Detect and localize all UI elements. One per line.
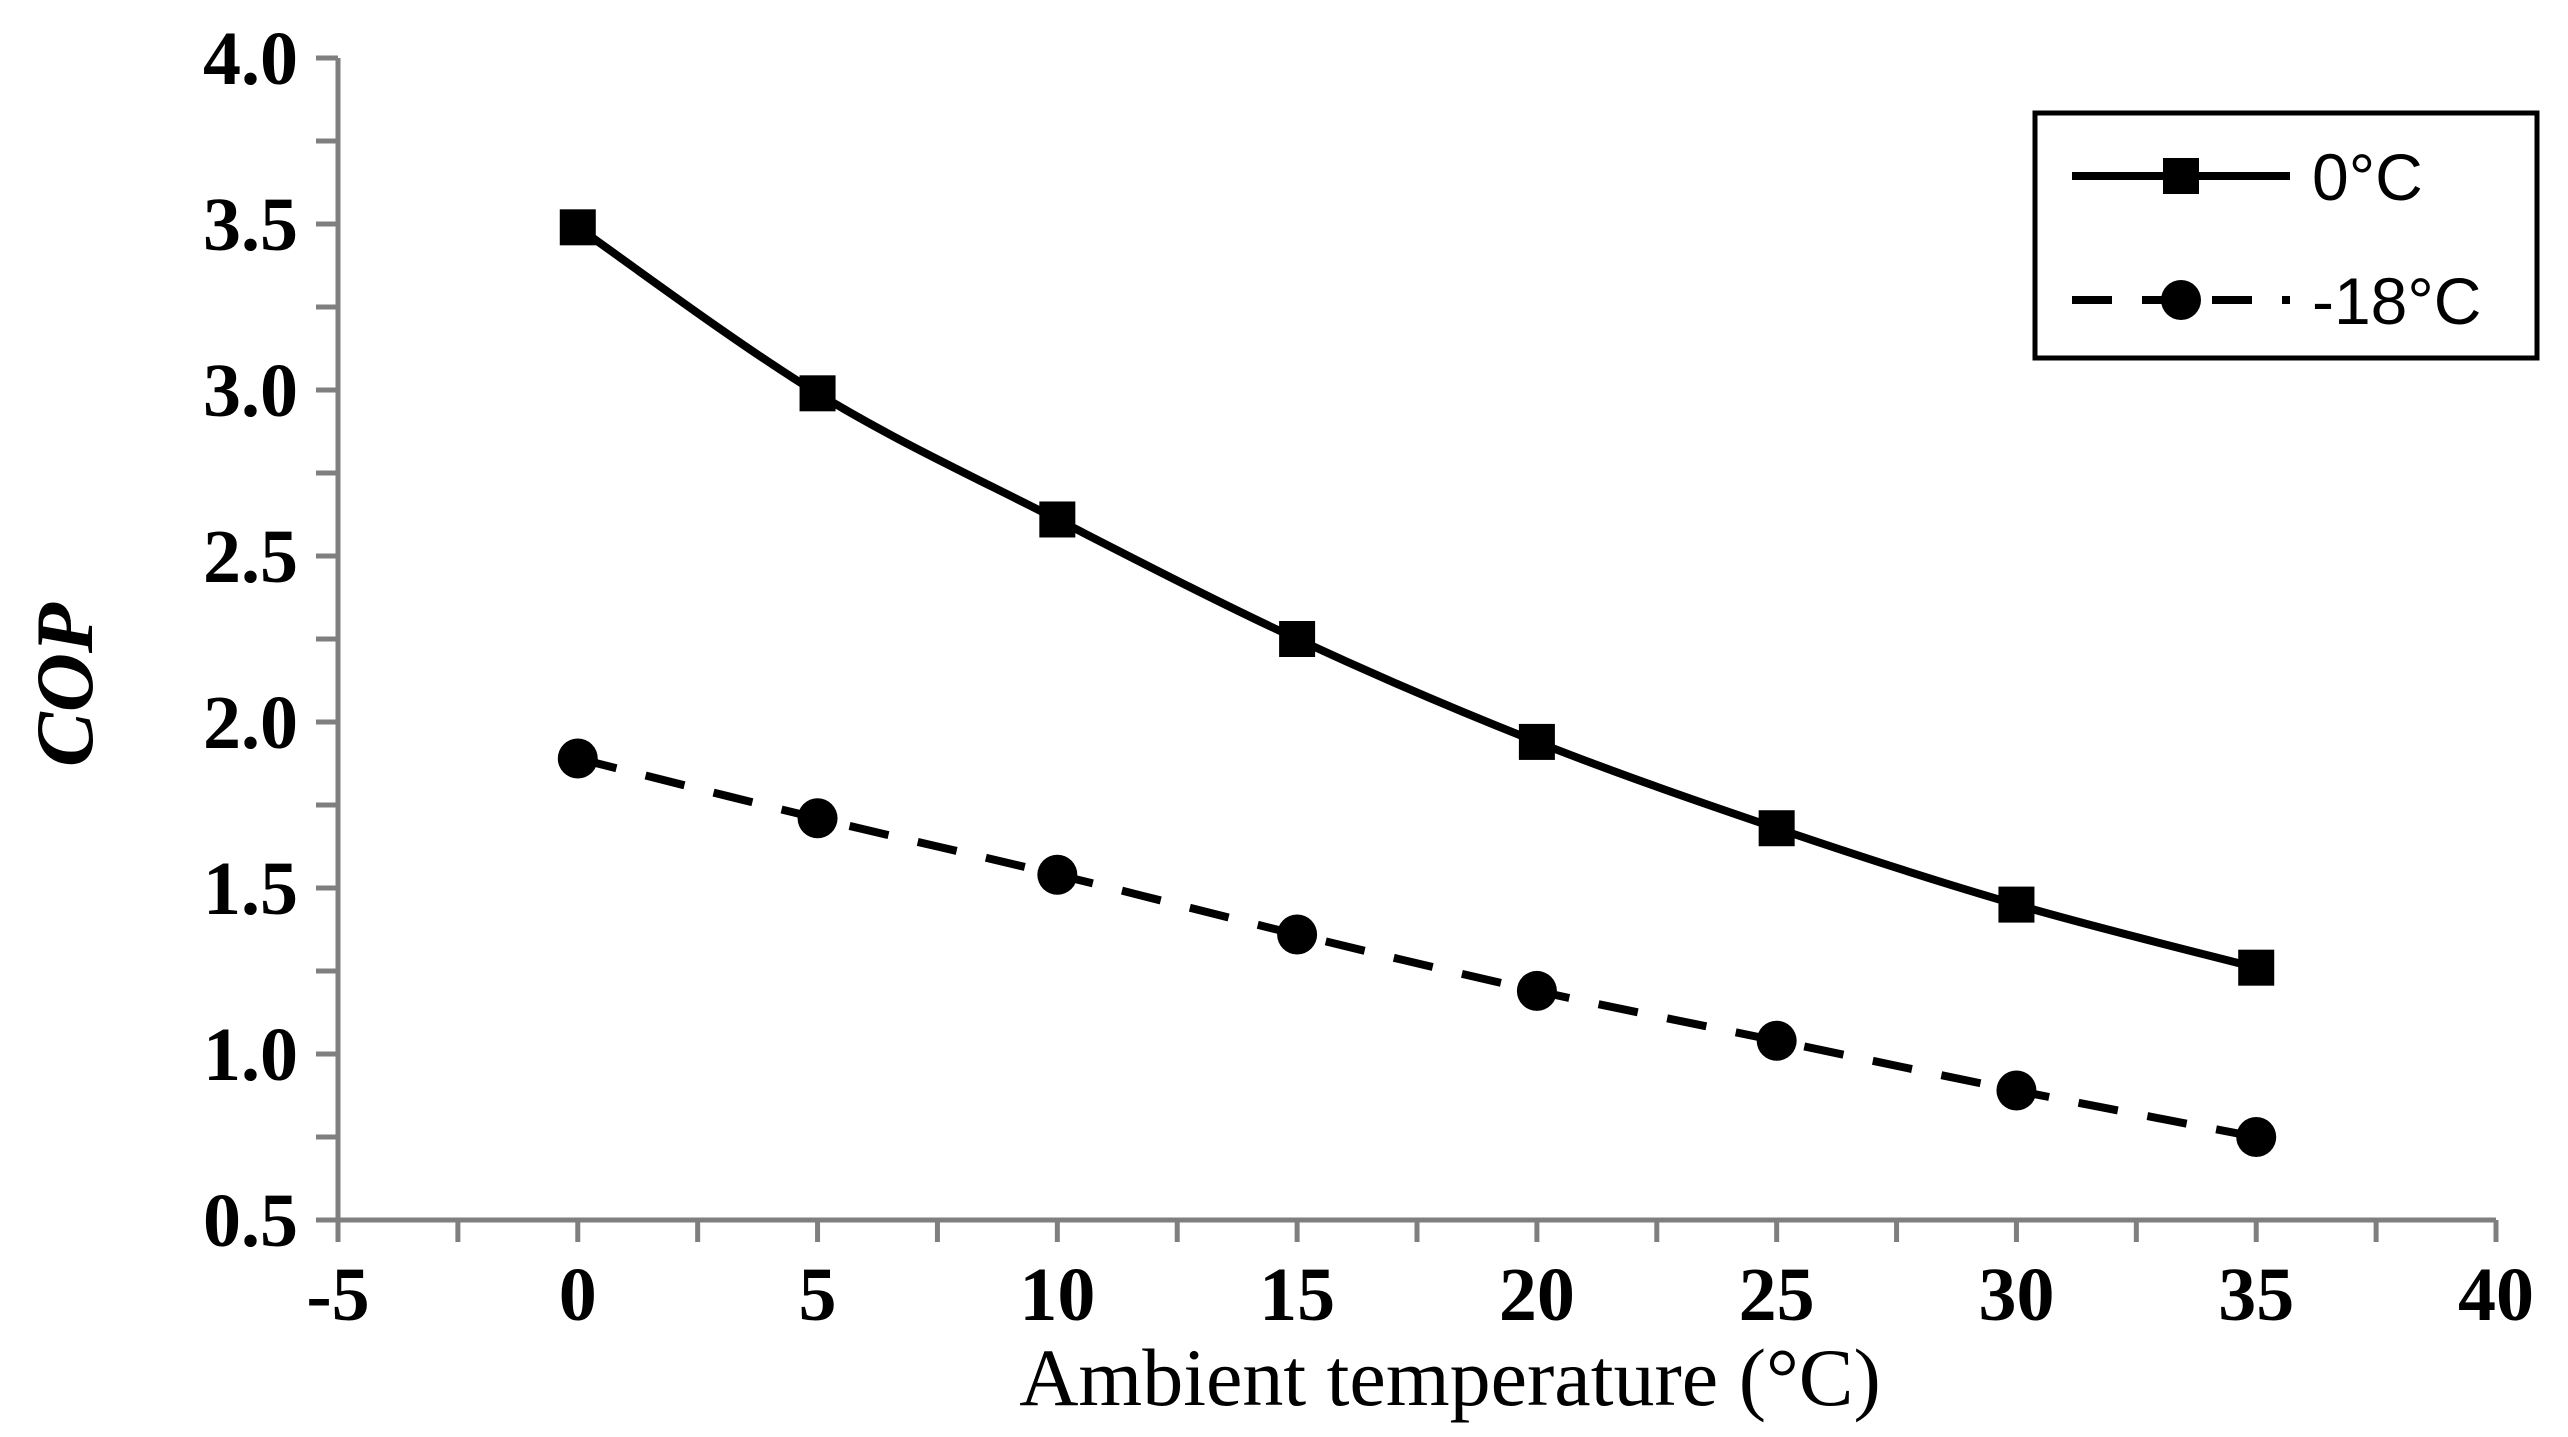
y-tick-label: 1.5 <box>203 847 298 931</box>
square-marker <box>1518 723 1555 760</box>
circle-marker <box>1756 1020 1797 1061</box>
series-layer <box>557 209 2277 1157</box>
x-tick-label: 40 <box>2458 1253 2534 1337</box>
x-tick-label: 5 <box>799 1253 837 1337</box>
circle-marker <box>1277 914 1318 955</box>
circle-marker <box>797 798 838 839</box>
x-tick-label: 15 <box>1259 1253 1335 1337</box>
y-tick-labels: 0.5 1.0 1.5 2.0 2.5 3.0 3.5 4.0 <box>203 17 298 1263</box>
circle-marker <box>2236 1117 2277 1157</box>
square-marker <box>1758 810 1795 847</box>
x-tick-label: 30 <box>1978 1253 2054 1337</box>
y-tick-label: 1.0 <box>203 1013 298 1097</box>
series-line <box>576 754 2257 1141</box>
y-tick-label: 3.0 <box>203 349 298 433</box>
x-tick-labels: -5 0 5 10 15 20 25 30 35 40 <box>306 1253 2534 1337</box>
circle-marker <box>557 738 598 779</box>
x-axis-title: Ambient temperature (°C) <box>1019 1332 1881 1423</box>
y-tick-label: 2.0 <box>203 681 298 765</box>
square-marker <box>2238 949 2275 986</box>
x-tick-label: 25 <box>1739 1253 1815 1337</box>
series-line <box>575 224 2258 972</box>
y-axis-title: COP <box>19 602 110 767</box>
axes <box>316 55 2499 1242</box>
series-solid <box>559 209 2275 986</box>
square-marker <box>1279 621 1316 657</box>
y-tick-label: 3.5 <box>203 183 298 267</box>
legend-label: 0°C <box>2312 140 2423 214</box>
x-tick-label: 0 <box>559 1253 597 1337</box>
y-tick-label: 2.5 <box>203 515 298 599</box>
x-tick-label: 10 <box>1019 1253 1095 1337</box>
circle-marker <box>1516 970 1557 1011</box>
y-tick-label: 0.5 <box>203 1179 298 1263</box>
x-tick-label: 35 <box>2218 1253 2294 1337</box>
square-marker <box>1039 501 1076 538</box>
circle-marker <box>1037 854 1078 895</box>
x-tick-label: -5 <box>306 1253 369 1337</box>
x-tick-label: 20 <box>1499 1253 1575 1337</box>
square-marker <box>1998 886 2035 923</box>
y-tick-label: 4.0 <box>203 17 298 101</box>
square-marker <box>799 375 836 412</box>
legend-label: -18°C <box>2312 264 2481 338</box>
series-dashed <box>557 738 2277 1157</box>
square-marker <box>559 209 596 246</box>
legend: 0°C -18°C <box>2032 110 2540 361</box>
legend-circle-marker <box>2161 280 2201 320</box>
legend-box <box>2032 110 2540 361</box>
circle-marker <box>1996 1070 2037 1111</box>
legend-square-marker <box>2163 158 2199 194</box>
